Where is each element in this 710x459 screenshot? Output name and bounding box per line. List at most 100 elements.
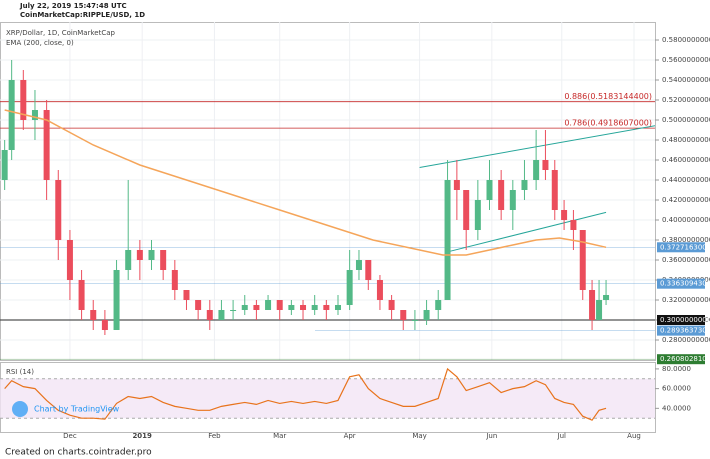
x-tick-label: Feb [208,432,221,440]
logo [12,401,28,417]
candle-body [218,310,225,320]
candle-body [43,110,50,180]
y-tick-label: 0.3200000000 [662,296,710,304]
candle-body [8,80,15,150]
candle-body [311,305,318,310]
channel-line [419,125,655,168]
timestamp: July 22, 2019 15:47:48 UTC [19,2,127,10]
candle-body [1,150,8,180]
candle-body [253,305,260,310]
rsi-line [4,367,607,421]
candle-body [355,260,362,270]
price-tag [657,325,705,336]
price-tag-label: 0.3000000000 [660,316,710,324]
candle-body [195,300,202,310]
watermark: Chart by TradingView [34,405,120,414]
candle-body [542,160,549,170]
fib-label: 0.886(0.5183144400) [564,92,652,101]
candle-body [486,180,493,200]
candle-body [265,300,272,310]
price-panel [0,22,656,361]
candle-body [509,190,516,210]
x-tick-label: Aug [627,432,641,440]
candle-body [596,300,603,320]
candle-body [388,300,395,310]
y-tick-label: 40.0000 [662,404,691,412]
ema-line [4,109,607,256]
channel-line [449,211,607,252]
candle-body [561,210,568,220]
candle-body [323,305,330,310]
price-tag [657,354,705,365]
candle-body [136,250,143,260]
candle-body [589,290,596,320]
candle-body [376,280,383,300]
candle-body [365,260,372,280]
candle-body [551,170,558,210]
y-tick-label: 80.0000 [662,365,691,373]
y-tick-label: 0.2800000000 [662,336,710,344]
candle-body [570,220,577,230]
candle-body [230,310,237,311]
candle-body [521,180,528,190]
y-tick-label: 0.5200000000 [662,96,710,104]
candle-body [90,310,97,320]
candle-body [66,240,73,280]
candle-body [20,80,27,120]
candle-body [276,300,283,310]
y-tick-label: 0.4200000000 [662,196,710,204]
candle-body [160,250,167,270]
footer: Created on charts.cointrader.pro [5,448,152,458]
y-tick-label: 0.4000000000 [662,216,710,224]
chart-title: XRP/Dollar, 1D, CoinMarketCap [6,29,116,37]
candle-body [463,190,470,230]
price-tag [657,242,705,253]
price-tag-label: 0.3727163000 [660,243,710,251]
y-tick-label: 0.4600000000 [662,156,710,164]
candle-body [78,280,85,310]
x-tick-label: 2019 [132,432,152,440]
candle-body [171,270,178,290]
candle-body [101,320,108,330]
fib-label: 0.786(0.4918607000) [564,119,652,128]
candle-body [423,310,430,320]
candle-body [288,305,295,310]
candle-body [183,290,190,300]
candle-body [125,250,132,270]
candle-body [474,200,481,230]
x-tick-label: May [412,432,426,440]
candle-body [603,295,610,300]
x-tick-label: Mar [273,432,286,440]
candle-body [113,270,120,330]
rsi-title: RSI (14) [6,368,34,376]
candle-body [241,305,248,310]
candle-body [400,310,407,320]
y-tick-label: 0.4400000000 [662,176,710,184]
candle-body [411,320,418,321]
candle-body [498,180,505,210]
candle-body [206,310,213,320]
x-tick-label: Dec [63,432,77,440]
x-tick-label: Jun [485,432,497,440]
y-tick-label: 0.5800000000 [662,36,710,44]
symbol: CoinMarketCap:RIPPLE/USD, 1D [20,11,145,19]
y-tick-label: 0.5000000000 [662,116,710,124]
price-tag-label: 0.2608028100 [660,355,710,363]
candle-body [346,270,353,305]
price-tag-label: 0.2893637300 [660,327,710,335]
candle-body [444,180,451,300]
price-tag [657,315,705,325]
y-tick-label: 0.5400000000 [662,76,710,84]
y-tick-label: 0.3800000000 [662,236,710,244]
price-tag [657,278,705,289]
candle-body [300,305,307,310]
y-tick-label: 0.3600000000 [662,256,710,264]
x-tick-label: Jul [557,432,567,440]
indicator-label: EMA (200, close, 0) [6,39,74,47]
candle-body [579,230,586,290]
candle-body [148,250,155,260]
y-tick-label: 0.5600000000 [662,56,710,64]
y-tick-label: 0.4800000000 [662,136,710,144]
candle-body [334,305,341,310]
candle-body [31,110,38,120]
